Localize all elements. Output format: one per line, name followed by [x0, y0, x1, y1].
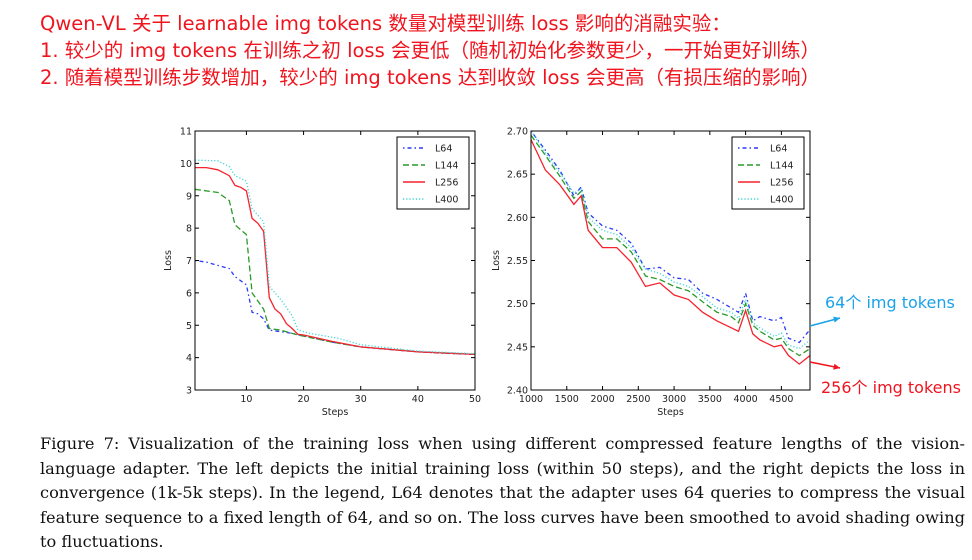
left-chart: 10 20 30 40 50 3 4 5 6 7 8 9 10 11 Steps Loss L64 L144 L25…: [163, 127, 481, 419]
x-tick-label: 4000: [734, 394, 758, 405]
series-line-l64: [195, 259, 475, 356]
y-axis-label: Loss: [491, 250, 502, 271]
y-tick-label: 9: [186, 191, 192, 202]
x-tick-label: 10: [240, 394, 252, 405]
series-line-l144: [195, 188, 475, 356]
legend-label-l256: L256: [770, 178, 793, 189]
y-tick-label: 6: [186, 288, 192, 299]
legend-label-l64: L64: [435, 144, 452, 155]
x-tick-label: 30: [355, 394, 367, 405]
y-tick-label: 2.65: [507, 170, 528, 181]
y-tick-label: 3: [186, 386, 192, 397]
series-line-l400: [531, 131, 810, 350]
x-tick-label: 3500: [698, 394, 722, 405]
x-axis-label: Steps: [322, 407, 349, 418]
right-chart: 1000 1500 2000 2500 3000 3500 4000 4500 2.40 2.45…: [491, 127, 811, 418]
annotation-64-tokens: 64个 img tokens: [825, 293, 955, 312]
legend-label-l144: L144: [770, 161, 793, 172]
annotation-256-tokens: 256个 img tokens: [821, 378, 961, 397]
x-tick-label: 3000: [662, 394, 686, 405]
series-line-l256: [195, 166, 475, 356]
legend-label-l256: L256: [435, 178, 458, 189]
legend: L64 L144 L256 L400: [396, 136, 470, 210]
note-title: Qwen-VL 关于 learnable img tokens 数量对模型训练 …: [40, 12, 731, 35]
arrow-64-icon: [809, 316, 841, 327]
loss-charts: 10 20 30 40 50 3 4 5 6 7 8 9 10 11 Steps Loss L64 L144 L25…: [163, 127, 841, 419]
legend-label-l400: L400: [770, 195, 793, 206]
y-tick-label: 2.50: [507, 299, 528, 310]
note-point-1: 1. 较少的 img tokens 在训练之初 loss 会更低（随机初始化参数…: [40, 39, 820, 62]
x-tick-label: 1500: [555, 394, 579, 405]
x-tick-label: 1000: [519, 394, 543, 405]
y-tick-label: 2.60: [507, 213, 528, 224]
y-tick-label: 2.40: [507, 386, 528, 397]
y-tick-label: 8: [186, 224, 192, 235]
y-tick-label: 2.55: [507, 256, 528, 267]
y-tick-label: 11: [180, 127, 192, 138]
series-line-l256: [531, 139, 810, 365]
legend-label-l144: L144: [435, 161, 458, 172]
legend-box: [731, 136, 805, 210]
x-tick-label: 2500: [626, 394, 650, 405]
figure-caption: Figure 7: Visualization of the training …: [40, 434, 965, 551]
y-tick-label: 2.45: [507, 342, 528, 353]
legend-label-l400: L400: [435, 195, 458, 206]
x-tick-label: 2000: [590, 394, 614, 405]
note-point-2: 2. 随着模型训练步数增加，较少的 img tokens 达到收敛 loss 会…: [40, 66, 820, 89]
y-tick-label: 5: [186, 321, 192, 332]
arrow-256-icon: [809, 361, 841, 370]
y-tick-label: 10: [180, 159, 192, 170]
x-tick-label: 20: [298, 394, 310, 405]
legend-label-l64: L64: [770, 144, 787, 155]
y-axis-label: Loss: [163, 250, 174, 271]
legend-box: [396, 136, 470, 210]
y-tick-label: 7: [186, 256, 192, 267]
y-tick-label: 2.70: [507, 127, 528, 138]
x-axis-label: Steps: [657, 407, 684, 418]
x-tick-label: 4500: [769, 394, 793, 405]
x-tick-label: 40: [412, 394, 424, 405]
legend: L64 L144 L256 L400: [731, 136, 805, 210]
x-tick-label: 50: [469, 394, 481, 405]
y-tick-label: 4: [186, 353, 192, 364]
